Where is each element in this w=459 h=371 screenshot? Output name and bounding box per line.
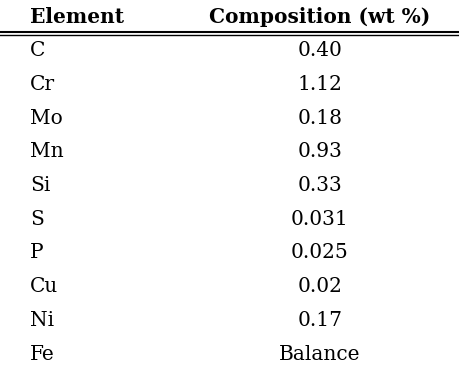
Text: 0.17: 0.17: [297, 311, 342, 330]
Text: 0.02: 0.02: [297, 277, 342, 296]
Text: Cu: Cu: [30, 277, 58, 296]
Text: 0.025: 0.025: [291, 243, 349, 262]
Text: S: S: [30, 210, 44, 229]
Text: 0.031: 0.031: [291, 210, 349, 229]
Text: Fe: Fe: [30, 345, 55, 364]
Text: Element: Element: [30, 7, 124, 27]
Text: Mo: Mo: [30, 109, 63, 128]
Text: 1.12: 1.12: [297, 75, 342, 94]
Text: Si: Si: [30, 176, 50, 195]
Text: Cr: Cr: [30, 75, 55, 94]
Text: 0.40: 0.40: [297, 41, 342, 60]
Text: Ni: Ni: [30, 311, 54, 330]
Text: Mn: Mn: [30, 142, 64, 161]
Text: Balance: Balance: [279, 345, 361, 364]
Text: C: C: [30, 41, 45, 60]
Text: Composition (wt %): Composition (wt %): [209, 7, 431, 27]
Text: 0.18: 0.18: [297, 109, 342, 128]
Text: 0.33: 0.33: [297, 176, 342, 195]
Text: P: P: [30, 243, 44, 262]
Text: 0.93: 0.93: [297, 142, 342, 161]
